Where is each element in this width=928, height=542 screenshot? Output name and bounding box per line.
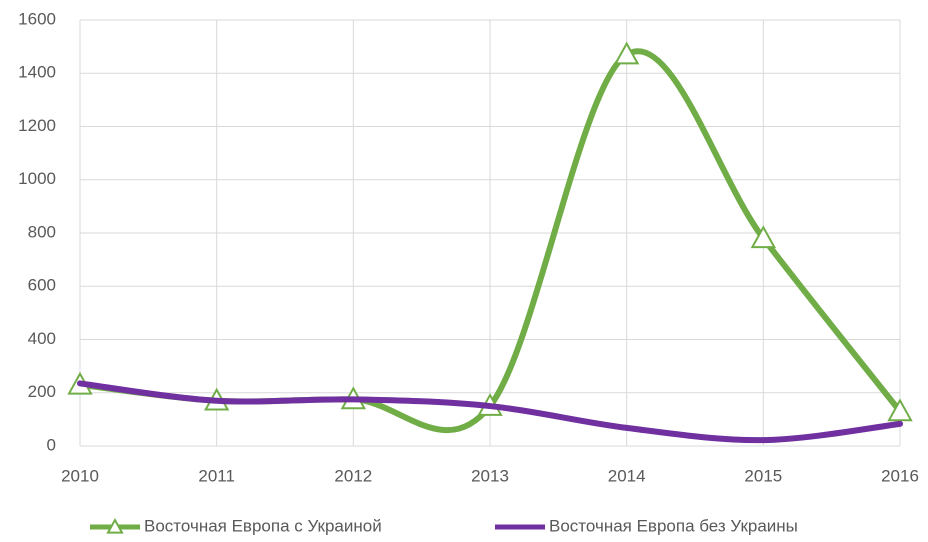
x-tick-label: 2016 xyxy=(881,466,919,485)
legend-label: Восточная Европа без Украины xyxy=(549,516,798,535)
x-tick-label: 2011 xyxy=(198,466,235,485)
y-tick-label: 1000 xyxy=(18,169,56,188)
y-tick-label: 800 xyxy=(28,222,56,241)
series-line xyxy=(77,380,903,444)
y-tick-label: 0 xyxy=(47,435,56,454)
y-tick-label: 1200 xyxy=(18,116,56,135)
marker xyxy=(613,41,640,65)
legend-label: Восточная Европа с Украиной xyxy=(144,516,382,535)
y-tick-label: 1600 xyxy=(18,9,56,28)
x-tick-label: 2012 xyxy=(334,466,372,485)
x-tick-label: 2010 xyxy=(61,466,99,485)
legend-marker xyxy=(106,517,124,534)
marker xyxy=(887,398,913,422)
y-tick-label: 600 xyxy=(28,276,56,295)
x-tick-label: 2014 xyxy=(608,466,646,485)
marker xyxy=(750,225,777,249)
y-tick-label: 1400 xyxy=(18,63,56,82)
x-tick-label: 2015 xyxy=(744,466,782,485)
y-tick-label: 200 xyxy=(28,382,56,401)
x-tick-label: 2013 xyxy=(471,466,509,485)
y-tick-label: 400 xyxy=(28,329,56,348)
